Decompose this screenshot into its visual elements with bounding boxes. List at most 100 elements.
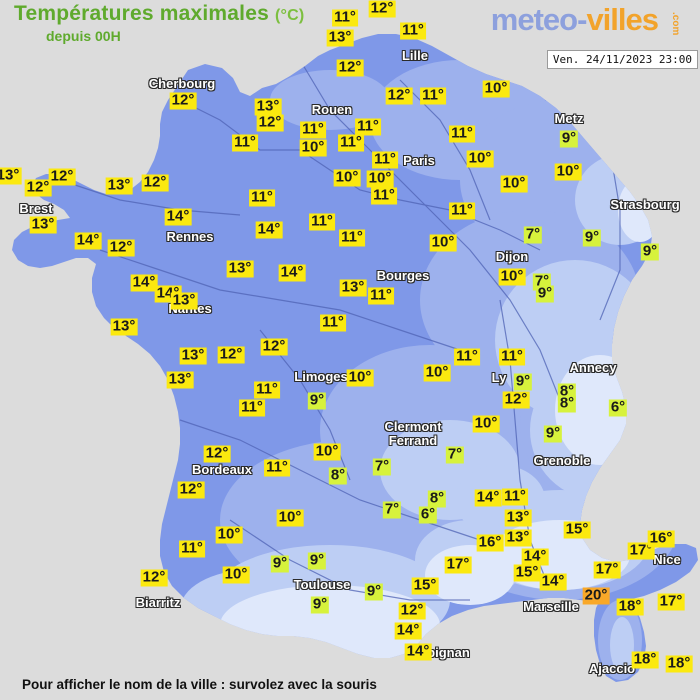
temperature-label[interactable]: 12° [256, 113, 284, 132]
city-label[interactable]: Limoges [294, 369, 348, 384]
temperature-label[interactable]: 10° [333, 168, 361, 187]
city-label[interactable]: Nice [653, 552, 681, 567]
temperature-label[interactable]: 11° [338, 133, 364, 152]
temperature-label[interactable]: 10° [222, 565, 250, 584]
temperature-label[interactable]: 14° [74, 231, 102, 250]
city-label[interactable]: Lille [401, 48, 429, 63]
temperature-label[interactable]: 14° [130, 273, 158, 292]
city-label[interactable]: Annecy [569, 360, 617, 375]
temperature-label[interactable]: 12° [203, 444, 231, 463]
temperature-label[interactable]: 11° [454, 347, 480, 366]
temperature-label[interactable]: 11° [449, 201, 475, 220]
temperature-label[interactable]: 12° [177, 480, 205, 499]
temperature-label[interactable]: 10° [472, 414, 500, 433]
temperature-label[interactable]: 14° [164, 207, 192, 226]
temperature-label[interactable]: 13° [326, 28, 354, 47]
temperature-label[interactable]: 11° [355, 117, 381, 136]
temperature-label[interactable]: 13° [110, 317, 138, 336]
city-label[interactable]: Marseille [523, 599, 579, 614]
temperature-label[interactable]: 10° [498, 267, 526, 286]
city-label[interactable]: Metz [554, 111, 584, 126]
temperature-label[interactable]: 10° [276, 508, 304, 527]
temperature-label[interactable]: 7° [445, 445, 465, 464]
temperature-label[interactable]: 12° [385, 86, 413, 105]
temperature-label[interactable]: 11° [254, 380, 280, 399]
city-label[interactable]: Strasbourg [610, 197, 680, 212]
temperature-label[interactable]: 13° [339, 278, 367, 297]
temperature-label[interactable]: 13° [504, 508, 532, 527]
temperature-label[interactable]: 11° [179, 539, 205, 558]
temperature-label[interactable]: 11° [232, 133, 258, 152]
temperature-label[interactable]: 13° [0, 167, 22, 185]
city-label[interactable]: Toulouse [293, 577, 351, 592]
temperature-label[interactable]: 15° [411, 576, 439, 595]
city-label[interactable]: Grenoble [533, 453, 591, 468]
temperature-label[interactable]: 9° [535, 284, 555, 303]
temperature-label[interactable]: 7° [372, 457, 392, 476]
temperature-label[interactable]: 10° [215, 525, 243, 544]
temperature-label[interactable]: 18° [631, 650, 659, 669]
temperature-label[interactable]: 15° [563, 520, 591, 539]
temperature-label[interactable]: 17° [444, 555, 472, 574]
temperature-label[interactable]: 11° [249, 188, 275, 207]
temperature-label[interactable]: 11° [371, 186, 397, 205]
temperature-label[interactable]: 14° [278, 263, 306, 282]
site-logo[interactable]: meteo-villes .com [491, 3, 692, 37]
temperature-label[interactable]: 10° [500, 174, 528, 193]
temperature-label[interactable]: 12° [169, 91, 197, 110]
temperature-label[interactable]: 13° [254, 97, 282, 116]
temperature-label[interactable]: 10° [423, 363, 451, 382]
temperature-label[interactable]: 12° [336, 58, 364, 77]
temperature-label[interactable]: 13° [179, 346, 207, 365]
temperature-label[interactable]: 6° [418, 505, 438, 524]
temperature-label[interactable]: 17° [593, 560, 621, 579]
city-label[interactable]: Brest [19, 201, 53, 216]
city-label[interactable]: Ly [491, 370, 507, 385]
temperature-label[interactable]: 12° [107, 238, 135, 257]
city-label[interactable]: Rouen [311, 102, 353, 117]
city-label[interactable]: Paris [403, 153, 435, 168]
temperature-label[interactable]: 14° [521, 547, 549, 566]
temperature-label[interactable]: 13° [105, 176, 133, 195]
temperature-label[interactable]: 18° [616, 597, 644, 616]
temperature-label[interactable]: 16° [647, 529, 675, 548]
city-label[interactable]: Ajaccio [588, 661, 636, 676]
temperature-label[interactable]: 7° [382, 500, 402, 519]
temperature-label[interactable]: 11° [368, 286, 394, 305]
city-label[interactable]: Bordeaux [192, 462, 252, 477]
temperature-label[interactable]: 20° [582, 586, 610, 605]
temperature-label[interactable]: 11° [239, 398, 265, 417]
temperature-label[interactable]: 10° [429, 233, 457, 252]
temperature-label[interactable]: 11° [420, 86, 446, 105]
temperature-label[interactable]: 11° [339, 228, 365, 247]
temperature-label[interactable]: 14° [539, 572, 567, 591]
temperature-label[interactable]: 9° [559, 129, 579, 148]
temperature-label[interactable]: 12° [368, 0, 396, 18]
temperature-label[interactable]: 8° [328, 466, 348, 485]
temperature-label[interactable]: 10° [366, 169, 394, 188]
city-label[interactable]: Clermont [384, 419, 442, 434]
temperature-label[interactable]: 14° [404, 642, 432, 661]
temperature-label[interactable]: 17° [657, 592, 685, 611]
temperature-label[interactable]: 12° [260, 337, 288, 356]
temperature-label[interactable]: 11° [320, 313, 346, 332]
temperature-label[interactable]: 11° [332, 8, 358, 27]
temperature-label[interactable]: 9° [543, 424, 563, 443]
temperature-label[interactable]: 11° [502, 487, 528, 506]
city-label[interactable]: Bourges [376, 268, 430, 283]
temperature-label[interactable]: 11° [300, 120, 326, 139]
temperature-label[interactable]: 9° [640, 242, 660, 261]
temperature-label[interactable]: 9° [307, 551, 327, 570]
city-label[interactable]: Biarritz [135, 595, 181, 610]
temperature-label[interactable]: 11° [449, 124, 475, 143]
temperature-label[interactable]: 6° [608, 398, 628, 417]
temperature-label[interactable]: 9° [582, 228, 602, 247]
temperature-label[interactable]: 9° [364, 582, 384, 601]
temperature-label[interactable]: 9° [513, 372, 533, 391]
temperature-label[interactable]: 12° [140, 568, 168, 587]
temperature-label[interactable]: 10° [482, 79, 510, 98]
temperature-label[interactable]: 10° [346, 368, 374, 387]
temperature-label[interactable]: 13° [166, 370, 194, 389]
temperature-label[interactable]: 12° [24, 178, 52, 197]
temperature-label[interactable]: 10° [299, 138, 327, 157]
